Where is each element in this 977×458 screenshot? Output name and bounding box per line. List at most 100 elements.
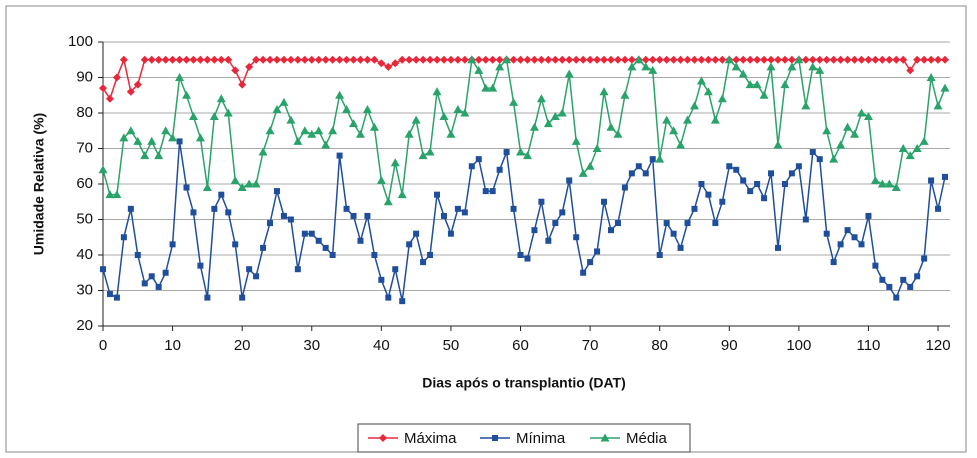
- data-point: [390, 158, 400, 167]
- data-point: [571, 136, 581, 145]
- data-point: [446, 55, 455, 64]
- data-point: [467, 55, 477, 64]
- data-point: [754, 181, 761, 187]
- data-point: [392, 266, 399, 273]
- data-point: [245, 62, 254, 71]
- data-point: [697, 55, 706, 64]
- data-point: [689, 101, 699, 110]
- data-point: [920, 55, 929, 64]
- data-point: [780, 80, 790, 89]
- data-point: [774, 244, 781, 251]
- data-point: [425, 147, 435, 156]
- data-point: [933, 101, 943, 110]
- data-point: [698, 181, 705, 187]
- data-point: [809, 149, 816, 156]
- x-tick-label: 20: [234, 337, 251, 354]
- data-point: [141, 280, 148, 287]
- data-point: [656, 252, 663, 258]
- data-point: [850, 55, 859, 64]
- data-point: [628, 170, 635, 177]
- data-point: [620, 90, 630, 99]
- data-point: [148, 273, 155, 280]
- data-point: [662, 115, 672, 124]
- data-point: [620, 55, 629, 64]
- data-point: [912, 144, 922, 152]
- data-point: [836, 55, 845, 64]
- data-point: [481, 55, 490, 64]
- data-point: [877, 179, 887, 188]
- data-point: [369, 122, 379, 131]
- data-point: [253, 273, 260, 280]
- data-point: [412, 55, 421, 64]
- data-point: [126, 126, 136, 135]
- data-point: [879, 276, 886, 283]
- data-point: [418, 151, 428, 160]
- data-point: [766, 62, 776, 71]
- data-point: [768, 170, 775, 177]
- data-point: [538, 198, 545, 205]
- data-point: [531, 227, 538, 234]
- data-point: [586, 55, 595, 64]
- x-tick-label: 40: [373, 337, 390, 354]
- data-point: [509, 97, 519, 106]
- data-point: [614, 220, 621, 227]
- data-point: [218, 191, 225, 198]
- data-point: [239, 294, 246, 301]
- data-point: [260, 244, 267, 251]
- data-point: [801, 101, 811, 110]
- data-point: [237, 183, 247, 192]
- data-point: [439, 112, 449, 121]
- data-point: [225, 209, 232, 216]
- data-point: [474, 55, 483, 64]
- data-point: [529, 122, 539, 131]
- data-point: [870, 175, 880, 184]
- data-point: [510, 205, 517, 212]
- data-point: [434, 191, 441, 198]
- data-point: [370, 55, 379, 64]
- data-point: [767, 55, 776, 64]
- data-point: [287, 216, 294, 223]
- data-point: [829, 55, 838, 64]
- data-point: [496, 166, 503, 173]
- data-point: [815, 55, 824, 64]
- data-point: [891, 183, 901, 192]
- data-point: [676, 55, 685, 64]
- y-tick-label: 70: [76, 139, 93, 156]
- data-point: [120, 234, 127, 241]
- x-tick-label: 30: [303, 337, 320, 354]
- data-point: [246, 266, 253, 273]
- data-point: [468, 163, 475, 170]
- x-tick-label: 60: [512, 337, 529, 354]
- legend-label: Máxima: [404, 430, 457, 447]
- data-point: [161, 126, 171, 135]
- x-tick-label: 0: [99, 337, 107, 354]
- data-point: [140, 151, 150, 160]
- data-point: [189, 55, 198, 64]
- data-point: [787, 62, 797, 71]
- data-point: [411, 115, 421, 124]
- legend-marker: [492, 435, 498, 441]
- data-point: [322, 244, 329, 251]
- data-point: [927, 55, 936, 64]
- data-point: [724, 55, 734, 64]
- data-point: [119, 55, 128, 64]
- data-point: [315, 237, 322, 244]
- data-point: [550, 112, 560, 121]
- data-point: [182, 55, 191, 64]
- data-point: [397, 190, 407, 199]
- data-point: [648, 65, 658, 74]
- data-point: [405, 55, 414, 64]
- data-point: [648, 55, 657, 64]
- data-point: [829, 154, 839, 163]
- data-point: [377, 59, 386, 68]
- x-tick-label: 110: [856, 337, 880, 354]
- data-point: [196, 55, 205, 64]
- data-point: [232, 241, 239, 248]
- data-point: [356, 55, 365, 64]
- data-point: [747, 188, 754, 195]
- y-tick-label: 60: [76, 175, 93, 192]
- data-point: [801, 55, 810, 64]
- legend-marker: [600, 433, 610, 442]
- data-point: [300, 126, 310, 135]
- data-point: [133, 80, 142, 89]
